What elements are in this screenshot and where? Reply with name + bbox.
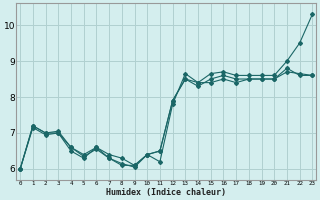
X-axis label: Humidex (Indice chaleur): Humidex (Indice chaleur) — [106, 188, 226, 197]
